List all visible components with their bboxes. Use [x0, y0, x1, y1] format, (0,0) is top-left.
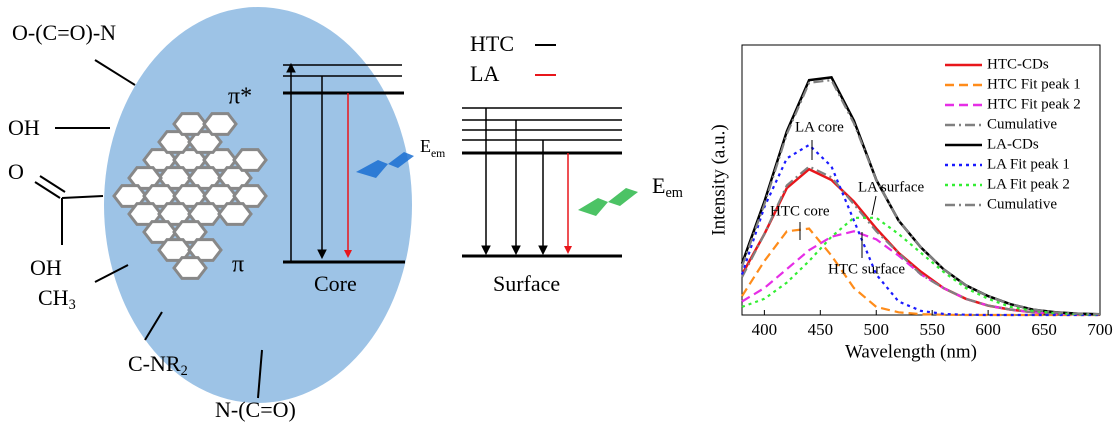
level-label: π [232, 252, 244, 278]
hexagon [232, 184, 268, 208]
hexagon [232, 148, 268, 172]
x-tick-label: 400 [752, 320, 778, 339]
emission-label-sub: em [431, 147, 445, 160]
series-line [741, 165, 1101, 316]
legend-label: HTC Fit peak 2 [987, 96, 1081, 112]
annotation: LA surface [858, 179, 925, 195]
legend-label: Cumulative [987, 196, 1057, 212]
group-label: N-(C=O) [215, 397, 296, 422]
legend-label: HTC-CDs [987, 56, 1049, 72]
series-line [741, 216, 1101, 316]
x-tick-label: 500 [864, 320, 890, 339]
group-label-base: N-(C=O) [215, 397, 296, 422]
graphene-core [112, 112, 268, 280]
group-bonds [34, 59, 263, 399]
group-label: OH [30, 255, 62, 280]
hexagon [172, 112, 208, 136]
emission-icon [356, 152, 414, 178]
hexagon [187, 202, 223, 226]
group-label-base: O [8, 159, 24, 184]
region-label: Core [314, 271, 357, 296]
x-tick-label: 450 [808, 320, 834, 339]
group-label-sub: 3 [69, 297, 76, 313]
annotation: HTC core [770, 203, 830, 219]
emission-label-sub: em [665, 185, 682, 201]
hexagon [202, 112, 238, 136]
plot-frame [741, 44, 1101, 316]
emission-icon [578, 188, 638, 216]
energy-levels [283, 44, 622, 264]
emission-label: Eem [420, 136, 445, 160]
x-tick-label: 650 [1031, 320, 1057, 339]
legend-label: Cumulative [987, 116, 1057, 132]
x-axis-label: Wavelength (nm) [845, 341, 977, 362]
legend-label: LA Fit peak 2 [987, 176, 1070, 192]
group-label: OH [8, 115, 40, 140]
x-tick-label: 600 [975, 320, 1001, 339]
group-label-base: O-(C=O)-N [12, 20, 116, 45]
group-label-sub: 2 [181, 363, 188, 379]
group-label-base: C-NR [128, 351, 181, 376]
legend-label: LA-CDs [987, 136, 1039, 152]
group-label-base: CH [38, 285, 69, 310]
group-label: O [8, 159, 24, 184]
group-label-base: OH [8, 115, 40, 140]
emission-label-base: E [420, 136, 431, 156]
x-tick-label: 700 [1087, 320, 1113, 339]
x-tick-label: 550 [919, 320, 945, 339]
emission-label: Eem [652, 173, 683, 201]
annotation: LA core [795, 119, 844, 135]
group-label: CH3 [38, 285, 76, 313]
hexagon [172, 256, 208, 280]
series-line [740, 143, 1100, 317]
y-axis-label: Intensity (a.u.) [708, 124, 729, 235]
level-label: π* [228, 84, 252, 110]
hexagon [217, 202, 253, 226]
legend-label: LA Fit peak 1 [987, 156, 1070, 172]
series-line [740, 78, 1101, 316]
legend-label: HTC [470, 31, 514, 56]
annotation: HTC surface [828, 261, 905, 277]
legend-label: HTC Fit peak 1 [987, 76, 1081, 92]
legend-label: LA [470, 61, 499, 86]
region-label: Surface [493, 271, 560, 296]
annotation-arrow [871, 195, 877, 216]
group-label-base: OH [30, 255, 62, 280]
group-label: C-NR2 [128, 351, 188, 379]
group-label: O-(C=O)-N [12, 20, 116, 45]
hexagon [187, 238, 223, 262]
emission-label-base: E [652, 173, 665, 198]
